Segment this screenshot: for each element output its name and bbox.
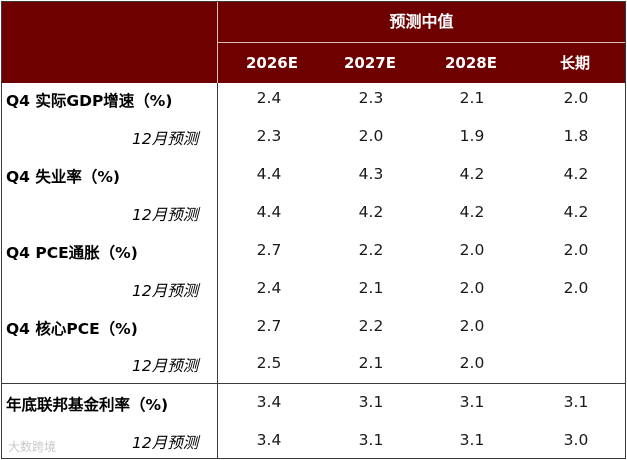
table-cell: 2.4 <box>256 279 282 297</box>
column-header-long-term: 长期 <box>559 54 590 72</box>
table-cell: 2.7 <box>256 241 282 259</box>
header-divider <box>218 42 625 43</box>
row-sublabel: 12月预测 <box>132 130 199 148</box>
table-cell: 4.2 <box>358 203 384 221</box>
table-cell: 3.4 <box>256 431 282 449</box>
table-cell: 3.1 <box>459 393 485 411</box>
table-cell: 2.2 <box>358 317 384 335</box>
table-cell: 2.0 <box>358 127 384 145</box>
watermark: 大数跨境 <box>8 440 57 454</box>
column-divider <box>217 83 218 458</box>
row-sublabel: 12月预测 <box>132 434 199 452</box>
table-cell: 2.2 <box>358 241 384 259</box>
table-cell: 2.1 <box>358 279 384 297</box>
table-cell: 2.0 <box>459 279 485 297</box>
header-divider <box>217 2 218 83</box>
table-cell: 4.2 <box>563 203 589 221</box>
row-sublabel: 12月预测 <box>132 282 199 300</box>
table-cell: 3.0 <box>563 431 589 449</box>
table-cell: 4.4 <box>256 203 282 221</box>
table-cell: 3.4 <box>256 393 282 411</box>
column-header-2027e: 2027E <box>344 54 396 72</box>
table-cell: 3.1 <box>358 431 384 449</box>
column-header-2028e: 2028E <box>445 54 497 72</box>
table-cell: 2.3 <box>256 127 282 145</box>
table-cell: 2.0 <box>459 317 485 335</box>
table-cell: 2.5 <box>256 354 282 372</box>
table-cell: 2.0 <box>563 241 589 259</box>
table-cell: 2.0 <box>459 354 485 372</box>
table-cell: 4.3 <box>358 165 384 183</box>
row-label: Q4 失业率（%) <box>6 168 120 186</box>
table-cell: 2.0 <box>563 279 589 297</box>
row-sublabel: 12月预测 <box>132 206 199 224</box>
row-label: Q4 核心PCE（%) <box>6 320 138 338</box>
table-cell: 4.2 <box>459 165 485 183</box>
table-cell: 2.0 <box>563 89 589 107</box>
column-header-2026e: 2026E <box>246 54 298 72</box>
row-sublabel: 12月预测 <box>132 357 199 375</box>
row-label: Q4 实际GDP增速（%) <box>6 92 173 110</box>
table-cell: 4.2 <box>459 203 485 221</box>
table-cell: 4.4 <box>256 165 282 183</box>
table-cell: 1.9 <box>459 127 485 145</box>
table-cell: 3.1 <box>459 431 485 449</box>
table-cell: 2.1 <box>358 354 384 372</box>
table-cell: 2.0 <box>459 241 485 259</box>
section-divider <box>2 383 625 384</box>
row-label: Q4 PCE通胀（%) <box>6 244 138 262</box>
table-cell: 4.2 <box>563 165 589 183</box>
table-cell: 2.1 <box>459 89 485 107</box>
table-cell: 3.1 <box>563 393 589 411</box>
row-label: 年底联邦基金利率（%) <box>6 396 169 414</box>
table-cell: 1.8 <box>563 127 589 145</box>
table-cell: 2.3 <box>358 89 384 107</box>
table-cell: 3.1 <box>358 393 384 411</box>
group-header: 预测中值 <box>389 12 454 31</box>
table-cell: 2.7 <box>256 317 282 335</box>
table-cell: 2.4 <box>256 89 282 107</box>
